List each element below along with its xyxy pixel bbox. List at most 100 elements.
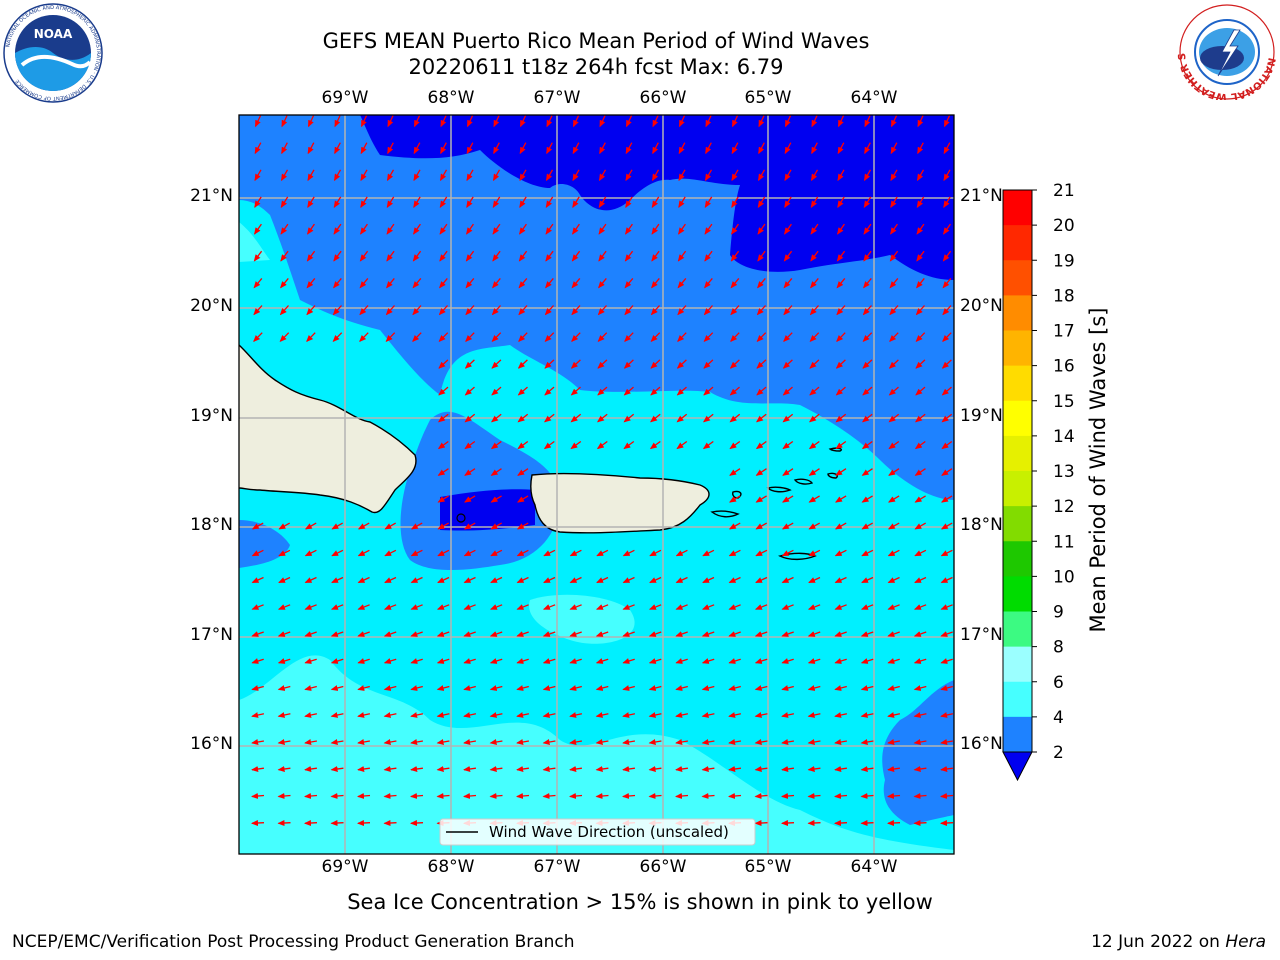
- direction-arrow: [652, 115, 659, 128]
- direction-arrow: [807, 793, 821, 799]
- direction-arrow: [622, 793, 636, 799]
- direction-arrow: [254, 169, 262, 182]
- direction-arrow: [624, 305, 634, 316]
- colorbar-tick-label: 19: [1053, 251, 1075, 271]
- direction-arrow: [357, 712, 371, 718]
- direction-arrow: [437, 576, 450, 584]
- direction-arrow: [940, 766, 953, 772]
- direction-arrow: [784, 196, 792, 208]
- direction-arrow: [597, 413, 608, 423]
- coordinate-label: 21°N: [190, 186, 233, 206]
- direction-arrow: [307, 115, 315, 128]
- direction-arrow: [808, 495, 820, 503]
- direction-arrow: [386, 196, 395, 208]
- direction-arrow: [729, 386, 740, 396]
- direction-arrow: [306, 250, 316, 262]
- direction-arrow: [277, 793, 291, 799]
- direction-arrow: [569, 631, 582, 637]
- direction-arrow: [307, 223, 315, 235]
- coordinate-label: 17°N: [190, 625, 233, 645]
- direction-arrow: [465, 250, 475, 262]
- direction-arrow: [622, 658, 635, 664]
- direction-arrow: [914, 549, 927, 557]
- direction-arrow: [625, 169, 633, 182]
- direction-arrow: [730, 277, 740, 289]
- direction-arrow: [254, 223, 262, 235]
- colorbar-tick-label: 15: [1053, 392, 1075, 412]
- direction-arrow: [941, 495, 953, 503]
- direction-arrow: [489, 766, 503, 772]
- direction-arrow: [622, 739, 636, 745]
- direction-arrow: [439, 223, 448, 235]
- direction-arrow: [463, 685, 476, 691]
- direction-arrow: [781, 576, 794, 584]
- direction-arrow: [492, 169, 501, 182]
- direction-arrow: [251, 522, 264, 530]
- direction-arrow: [542, 793, 556, 799]
- direction-arrow: [569, 685, 582, 691]
- colorbar-segment: [1003, 716, 1032, 752]
- direction-arrow: [546, 115, 553, 128]
- direction-arrow: [385, 332, 396, 343]
- coordinate-label: 68°W: [427, 857, 475, 877]
- direction-arrow: [781, 820, 795, 826]
- direction-arrow: [570, 386, 581, 396]
- direction-arrow: [782, 359, 793, 369]
- direction-arrow: [465, 305, 475, 316]
- direction-arrow: [834, 685, 847, 691]
- direction-arrow: [332, 305, 342, 316]
- direction-arrow: [597, 305, 607, 316]
- direction-arrow: [943, 142, 951, 155]
- direction-arrow: [437, 549, 450, 557]
- direction-arrow: [728, 766, 741, 772]
- direction-arrow: [834, 604, 847, 610]
- direction-arrow: [836, 332, 846, 343]
- direction-arrow: [913, 766, 927, 772]
- direction-arrow: [278, 549, 291, 557]
- direction-arrow: [676, 386, 687, 396]
- direction-arrow: [598, 196, 607, 208]
- direction-arrow: [439, 250, 448, 262]
- direction-arrow: [675, 658, 688, 664]
- colorbar-segment: [1003, 330, 1032, 367]
- direction-arrow: [916, 250, 925, 262]
- direction-arrow: [811, 142, 818, 155]
- direction-arrow: [623, 440, 635, 450]
- colorbar-under-extension: [1002, 751, 1033, 782]
- direction-arrow: [917, 142, 924, 155]
- direction-arrow: [782, 440, 794, 450]
- direction-arrow: [542, 685, 556, 691]
- direction-arrow: [914, 440, 926, 450]
- direction-arrow: [860, 658, 874, 664]
- direction-arrow: [383, 739, 397, 745]
- direction-arrow: [701, 793, 715, 799]
- direction-arrow: [251, 658, 264, 664]
- direction-arrow: [755, 495, 767, 503]
- direction-arrow: [383, 766, 397, 772]
- colorbar-tick-label: 18: [1053, 286, 1075, 306]
- svg-text:NOAA: NOAA: [34, 27, 73, 41]
- colorbar-segment: [1003, 225, 1032, 261]
- direction-arrow: [915, 332, 926, 343]
- direction-arrow: [916, 223, 925, 235]
- direction-arrow: [330, 685, 344, 691]
- direction-arrow: [860, 631, 874, 637]
- direction-arrow: [572, 169, 580, 182]
- direction-arrow: [781, 604, 794, 610]
- direction-arrow: [862, 359, 873, 369]
- wave-period-field-lt2: [360, 115, 954, 280]
- direction-arrow: [941, 359, 952, 369]
- direction-arrow: [277, 604, 291, 610]
- direction-arrow: [622, 766, 635, 772]
- direction-arrow: [489, 631, 503, 637]
- direction-arrow: [254, 115, 262, 128]
- direction-arrow: [809, 413, 820, 423]
- direction-arrow: [781, 549, 794, 557]
- direction-arrow: [518, 250, 528, 262]
- direction-arrow: [463, 766, 476, 772]
- direction-arrow: [650, 332, 661, 343]
- direction-arrow: [360, 115, 368, 128]
- direction-arrow: [383, 658, 397, 664]
- direction-arrow: [807, 658, 821, 664]
- direction-arrow: [519, 142, 527, 155]
